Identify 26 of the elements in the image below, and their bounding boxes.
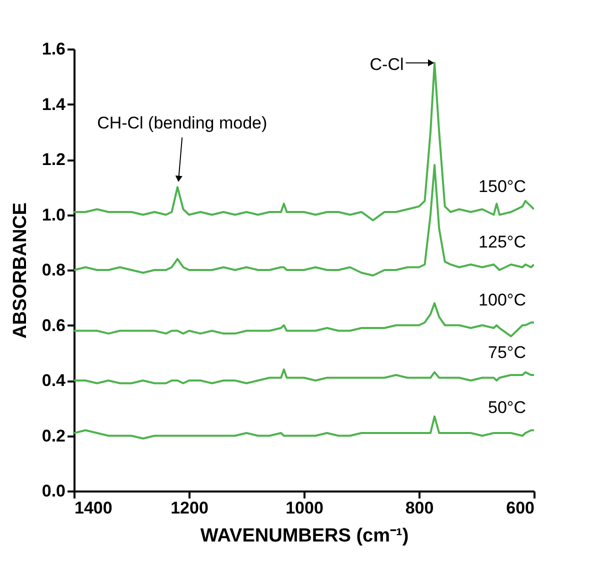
x-tick-label: 600 bbox=[506, 498, 534, 518]
series-label: 150°C bbox=[478, 177, 526, 196]
y-axis-title: ABSORBANCE bbox=[10, 202, 31, 339]
y-tick-label: 1.4 bbox=[42, 94, 66, 114]
y-tick-label: 0.8 bbox=[42, 260, 66, 280]
series-label: 75°C bbox=[488, 342, 526, 362]
x-tick-label: 1000 bbox=[286, 498, 324, 518]
y-tick-label: 1.0 bbox=[42, 205, 66, 224]
annotation: CH-Cl (bending mode) bbox=[97, 113, 268, 132]
x-tick-label: 1200 bbox=[170, 498, 208, 518]
y-tick-label: 1.6 bbox=[42, 40, 66, 58]
y-tick-label: 1.2 bbox=[42, 150, 66, 169]
annotation: C-Cl bbox=[370, 54, 404, 74]
y-tick-label: 0.2 bbox=[42, 426, 66, 446]
y-tick-label: 0.6 bbox=[42, 316, 66, 335]
y-tick-label: 0.0 bbox=[42, 482, 66, 500]
x-axis-title: WAVENUMBERS (cm⁻¹) bbox=[200, 526, 409, 546]
x-tick-label: 1400 bbox=[74, 498, 112, 518]
line-series bbox=[74, 368, 534, 384]
line-series bbox=[74, 415, 534, 440]
series-label: 125°C bbox=[478, 232, 526, 252]
x-tick-label: 800 bbox=[405, 498, 434, 518]
line-series bbox=[74, 164, 534, 277]
y-tick-label: 0.4 bbox=[42, 371, 66, 390]
series-label: 50°C bbox=[488, 398, 526, 418]
series-label: 100°C bbox=[478, 290, 526, 310]
